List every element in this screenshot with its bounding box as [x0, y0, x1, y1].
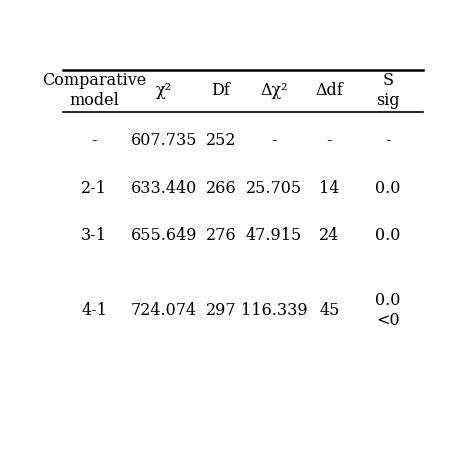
Text: -: - — [385, 132, 391, 149]
Text: 2-1: 2-1 — [81, 180, 107, 197]
Text: 24: 24 — [319, 227, 339, 244]
Text: 47.915: 47.915 — [246, 227, 302, 244]
Text: 655.649: 655.649 — [131, 227, 197, 244]
Text: -: - — [91, 132, 97, 149]
Text: Comparative
model: Comparative model — [42, 73, 146, 109]
Text: 0.0: 0.0 — [375, 227, 401, 244]
Text: 633.440: 633.440 — [131, 180, 197, 197]
Text: 0.0
<0: 0.0 <0 — [375, 292, 401, 329]
Text: Δdf: Δdf — [315, 82, 343, 99]
Text: 297: 297 — [206, 302, 236, 319]
Text: 252: 252 — [206, 132, 236, 149]
Text: 276: 276 — [206, 227, 236, 244]
Text: 3-1: 3-1 — [81, 227, 107, 244]
Text: S
sig: S sig — [376, 73, 400, 109]
Text: 14: 14 — [319, 180, 339, 197]
Text: 25.705: 25.705 — [246, 180, 302, 197]
Text: 116.339: 116.339 — [241, 302, 308, 319]
Text: 0.0: 0.0 — [375, 180, 401, 197]
Text: 724.074: 724.074 — [131, 302, 197, 319]
Text: 4-1: 4-1 — [81, 302, 107, 319]
Text: χ²: χ² — [156, 82, 172, 99]
Text: 45: 45 — [319, 302, 339, 319]
Text: Df: Df — [211, 82, 230, 99]
Text: 266: 266 — [206, 180, 236, 197]
Text: -: - — [272, 132, 277, 149]
Text: 607.735: 607.735 — [131, 132, 197, 149]
Text: -: - — [327, 132, 332, 149]
Text: Δχ²: Δχ² — [260, 82, 288, 99]
